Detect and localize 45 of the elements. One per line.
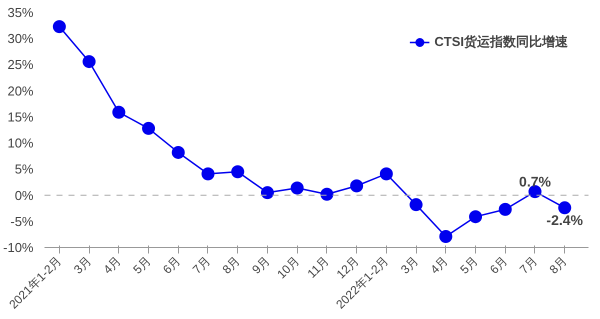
x-tick-label: 11月 xyxy=(304,254,332,281)
point xyxy=(201,167,214,180)
point xyxy=(290,181,304,194)
y-tick-label: 35% xyxy=(7,5,34,20)
x-tick-label: 4月 xyxy=(428,254,451,277)
y-tick-label: 30% xyxy=(7,31,34,46)
point xyxy=(498,202,512,216)
point xyxy=(439,230,452,244)
point xyxy=(172,146,185,159)
y-tick-label: 25% xyxy=(7,57,34,72)
point xyxy=(142,122,156,135)
point xyxy=(469,210,482,224)
y-tick-label: 15% xyxy=(7,109,34,124)
point xyxy=(231,165,244,178)
x-tick-label: 5月 xyxy=(130,254,154,277)
x-tick-label: 6月 xyxy=(487,254,510,277)
x-tick-label: 4月 xyxy=(100,254,124,277)
x-tick-label: 8月 xyxy=(220,254,243,277)
y-tick-label: -10% xyxy=(3,240,34,255)
x-tick-label: 7月 xyxy=(516,254,540,277)
legend-label: CTSI货运指数同比增速 xyxy=(434,33,568,51)
x-tick-label: 5月 xyxy=(457,254,480,277)
x-tick-label: 3月 xyxy=(398,254,422,277)
x-tick-label: 9月 xyxy=(249,254,272,277)
data-label: 0.7% xyxy=(519,174,552,190)
point xyxy=(260,186,274,200)
y-tick-label: 5% xyxy=(14,162,34,177)
x-tick-label: 10月 xyxy=(274,254,302,282)
y-tick-label: 20% xyxy=(7,83,34,98)
x-tick-label: 7月 xyxy=(190,254,213,277)
x-tick-label: 8月 xyxy=(546,254,570,277)
y-tick-label: 10% xyxy=(7,136,34,151)
y-tick-label: -5% xyxy=(10,214,34,229)
point xyxy=(410,198,423,212)
x-tick-label: 3月 xyxy=(70,254,94,277)
point xyxy=(320,188,334,201)
point xyxy=(350,179,364,192)
data-label: -2.4% xyxy=(546,212,584,228)
point xyxy=(380,167,393,180)
point xyxy=(112,106,126,119)
point xyxy=(52,20,66,34)
x-tick-label: 6月 xyxy=(160,254,184,277)
y-tick-label: 0% xyxy=(14,188,34,203)
point xyxy=(82,55,96,68)
point xyxy=(558,201,572,214)
